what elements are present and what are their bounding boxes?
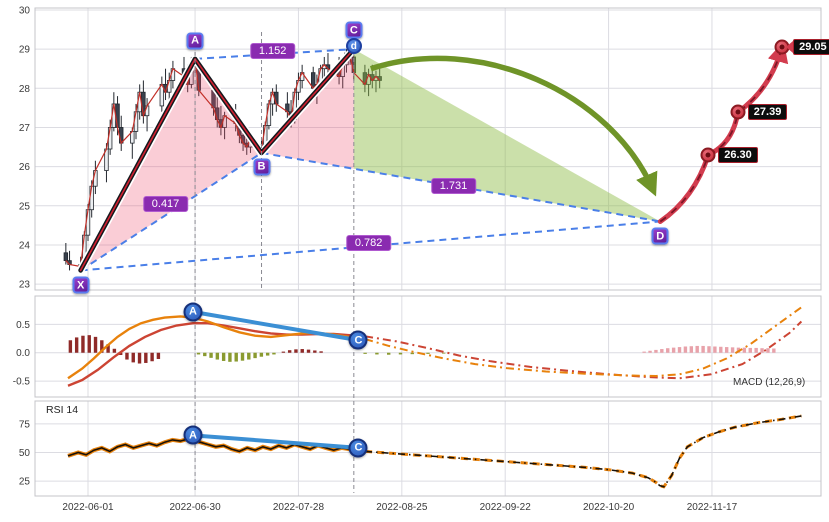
macd-point-A[interactable]: A xyxy=(183,302,203,322)
rsi-label: RSI 14 xyxy=(46,404,79,416)
pattern-point-A[interactable]: A xyxy=(186,32,204,50)
macd-point-C[interactable]: C xyxy=(348,330,368,350)
rsi-ytick: 25 xyxy=(19,477,31,488)
macd-ytick: 0.0 xyxy=(16,348,30,359)
date-tick: 2022-07-28 xyxy=(273,502,325,513)
ratio-label-0.417: 0.417 xyxy=(142,195,189,212)
price-tag-27.39: 27.39 xyxy=(747,104,788,121)
price-ytick: 25 xyxy=(19,201,31,212)
date-tick: 2022-06-01 xyxy=(62,502,114,513)
price-ytick: 28 xyxy=(19,84,31,95)
date-tick: 2022-06-30 xyxy=(169,502,221,513)
date-tick: 2022-09-22 xyxy=(480,502,532,513)
macd-ytick: 0.5 xyxy=(16,320,30,331)
rsi-point-C[interactable]: C xyxy=(348,438,368,458)
pattern-dashed-line-BD[interactable] xyxy=(261,151,661,223)
pattern-point-d[interactable]: d xyxy=(345,38,362,55)
pattern-fill-green xyxy=(353,49,661,222)
price-ytick: 29 xyxy=(19,45,31,56)
projection-path[interactable] xyxy=(657,41,789,224)
ratio-label-1.152: 1.152 xyxy=(249,43,296,60)
price-tag-26.30: 26.30 xyxy=(718,146,758,163)
pattern-point-C[interactable]: C xyxy=(345,21,363,39)
pattern-fill-pink xyxy=(80,58,262,271)
rsi-ytick: 75 xyxy=(19,419,31,430)
pattern-point-X[interactable]: X xyxy=(72,276,90,294)
price-tag-29.05: 29.05 xyxy=(786,39,829,56)
target-dot xyxy=(779,44,785,50)
ratio-label-1.731: 1.731 xyxy=(430,178,477,195)
pattern-point-B[interactable]: B xyxy=(253,158,271,176)
close-price-line xyxy=(65,51,381,268)
macd-histogram xyxy=(68,335,776,364)
date-tick: 2022-11-17 xyxy=(687,502,738,513)
ratio-label-0.782: 0.782 xyxy=(345,235,392,251)
price-ytick: 27 xyxy=(19,123,31,134)
green-curved-arrow[interactable] xyxy=(369,55,658,197)
rsi-divergence-line[interactable] xyxy=(190,433,361,450)
target-marker-27.39[interactable] xyxy=(730,104,746,120)
target-marker-26.30[interactable] xyxy=(700,147,716,163)
target-dot xyxy=(705,152,711,158)
rsi-point-A[interactable]: A xyxy=(183,425,203,445)
price-ytick: 30 xyxy=(19,5,31,16)
date-tick: 2022-10-20 xyxy=(583,502,635,513)
price-ytick: 24 xyxy=(19,240,31,251)
target-dot xyxy=(735,109,741,115)
rsi-line xyxy=(67,437,366,457)
price-ytick: 26 xyxy=(19,162,31,173)
price-tag-pointer xyxy=(786,41,794,54)
macd-label: MACD (12,26,9) xyxy=(733,377,806,388)
gridlines xyxy=(35,8,821,496)
macd-divergence-line[interactable] xyxy=(190,309,361,343)
pattern-point-D[interactable]: D xyxy=(651,227,669,245)
pattern-dashed-line-AC[interactable] xyxy=(195,48,354,60)
macd-line xyxy=(67,315,366,380)
macd-ytick: -0.5 xyxy=(13,377,31,388)
rsi-ytick: 50 xyxy=(19,448,31,459)
price-ytick: 23 xyxy=(19,280,31,291)
date-tick: 2022-08-25 xyxy=(376,502,428,513)
